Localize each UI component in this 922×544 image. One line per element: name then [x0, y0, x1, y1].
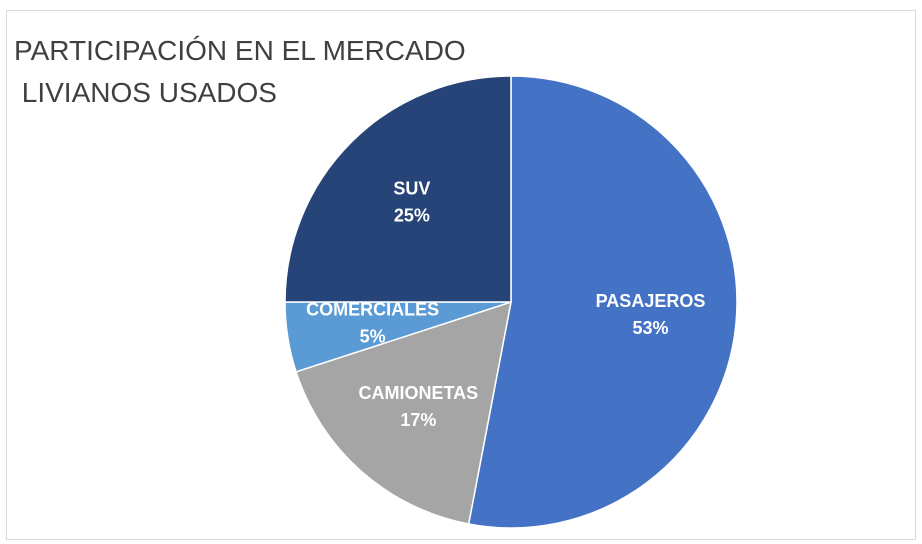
pie-slice — [295, 300, 512, 525]
slice-value-label: 53% — [632, 318, 668, 338]
chart-title: PARTICIPACIÓN EN EL MERCADO — [14, 35, 466, 66]
chart-title: LIVIANOS USADOS — [14, 77, 277, 108]
slice-value-label: 17% — [400, 410, 436, 430]
slice-category-label: SUV — [393, 179, 430, 199]
pie-slice — [284, 75, 512, 303]
slice-category-label: CAMIONETAS — [359, 383, 479, 403]
slice-value-label: 5% — [360, 327, 386, 347]
slice-value-label: 25% — [394, 206, 430, 226]
slice-category-label: PASAJEROS — [596, 291, 706, 311]
pie-slice — [467, 75, 738, 529]
slice-category-label: COMERCIALES — [306, 300, 439, 320]
